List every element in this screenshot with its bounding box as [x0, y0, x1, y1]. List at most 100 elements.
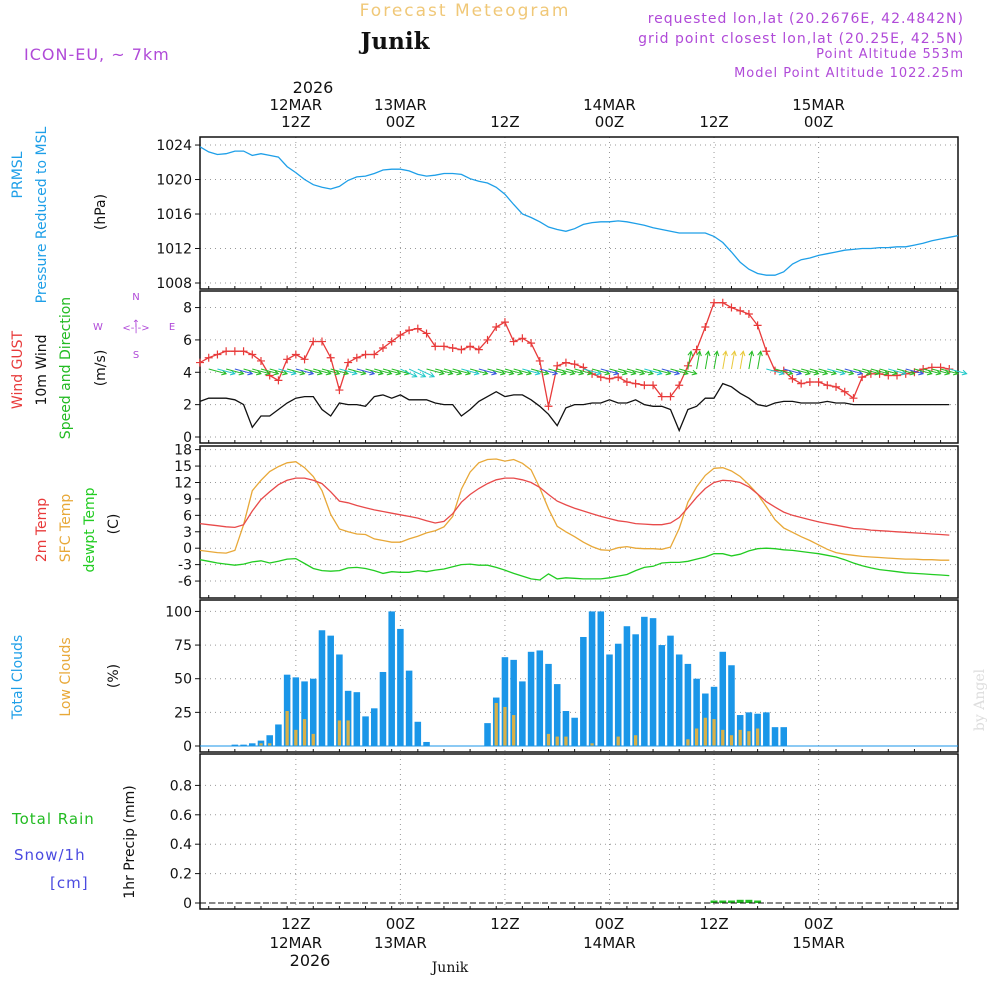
bottom-hour-label: 12Z: [490, 915, 519, 933]
wind-arrow-head: [221, 369, 228, 376]
gust-marker: [326, 353, 335, 362]
y-tick-label: 1012: [156, 242, 192, 258]
wind-arrow-head: [447, 369, 454, 376]
wind-arrow: [879, 368, 898, 375]
total-cloud-bar: [249, 743, 256, 746]
gust-marker: [701, 322, 710, 331]
gust-marker: [222, 347, 231, 356]
low-cloud-bar: [703, 717, 707, 746]
low-cloud-bar: [555, 736, 559, 746]
low-cloud-bar: [738, 729, 742, 746]
gust-marker: [884, 371, 893, 380]
sfc-temp-line: [199, 458, 950, 561]
y-tick-label: -3: [178, 558, 192, 574]
wind-arrow: [313, 368, 331, 375]
compass-w: W: [93, 322, 103, 333]
panel-4: 0 25 50 75 100: [165, 599, 959, 755]
top-date-label: 12MAR: [269, 96, 322, 114]
gust-marker: [814, 377, 823, 386]
total-cloud-bar: [710, 686, 718, 746]
wind-arrow: [644, 368, 662, 375]
total-cloud-bar: [745, 712, 753, 746]
wind-arrow-head: [552, 369, 559, 376]
wind-arrow: [408, 368, 426, 378]
wind-arrow-head: [369, 369, 376, 376]
label-dew: dewpt Temp: [82, 487, 98, 572]
gust-marker: [474, 345, 483, 354]
wind-arrow: [696, 351, 701, 370]
wind-arrow: [504, 368, 523, 375]
y-tick-label: 25: [174, 705, 192, 721]
gust-marker: [832, 382, 841, 391]
wind-arrow-head: [822, 369, 829, 376]
gust-marker: [274, 376, 283, 385]
wind-arrow-head: [656, 369, 663, 376]
bottom-hour-label: 12Z: [281, 915, 310, 933]
gust-marker: [631, 379, 640, 388]
total-cloud-bar: [344, 690, 352, 746]
wind-arrow-head: [543, 369, 550, 376]
wind-arrow-head: [691, 369, 698, 376]
wind-arrow: [591, 368, 610, 375]
total-cloud-bar: [780, 727, 788, 746]
total-cloud-bar: [606, 654, 613, 746]
gust-marker: [239, 347, 248, 356]
wind-arrow: [835, 368, 854, 375]
total-cloud-bar: [327, 635, 334, 746]
wind-arrow-head: [316, 369, 323, 376]
wind-arrow: [635, 368, 654, 375]
wind-arrow: [443, 368, 462, 375]
wind-arrow-head: [377, 369, 384, 376]
total-cloud-bar: [309, 678, 317, 746]
wind-arrow-head: [482, 369, 489, 376]
wind-arrow-head: [874, 369, 881, 376]
low-cloud-bar: [755, 728, 760, 746]
model-altitude: Model Point Altitude 1022.25m: [734, 66, 964, 81]
gust-marker: [675, 381, 684, 390]
total-cloud-bar: [423, 741, 430, 746]
wind-arrow-head: [639, 369, 646, 376]
gust-marker: [805, 377, 814, 386]
gust-marker: [431, 342, 440, 351]
low-cloud-bar: [564, 736, 568, 746]
label-total-clouds: Total Clouds: [10, 635, 26, 720]
wind-arrow-head: [665, 369, 672, 376]
label-cm: [cm]: [50, 874, 89, 892]
gust-marker: [509, 337, 518, 346]
wind-arrow-head: [429, 372, 436, 378]
wind-arrow-head: [569, 369, 576, 376]
wind-arrow: [949, 368, 967, 375]
wind-arrow: [652, 368, 671, 375]
wind-arrow: [539, 368, 558, 375]
total-cloud-bar: [527, 651, 535, 746]
low-cloud-bar: [294, 729, 298, 746]
total-cloud-bar: [562, 711, 570, 746]
wind-arrow-head: [264, 369, 271, 376]
wind-arrow-head: [247, 369, 254, 376]
y-tick-label: 9: [183, 492, 192, 508]
wind-arrow: [452, 368, 471, 375]
wind-arrow-head: [682, 369, 689, 376]
wind-arrow: [940, 368, 959, 375]
total-cloud-bar: [545, 663, 552, 746]
wind-arrow-head: [334, 369, 341, 376]
total-cloud-bar: [536, 650, 544, 746]
gust-marker: [466, 342, 475, 351]
low-cloud-bar: [712, 719, 716, 746]
bottom-date-label: 15MAR: [792, 934, 845, 952]
low-cloud-bar: [729, 735, 734, 746]
total-cloud-bar: [614, 643, 622, 746]
label-total-rain: Total Rain: [11, 810, 95, 828]
gust-marker: [657, 392, 666, 401]
gust-marker: [230, 347, 239, 356]
y-tick-label: 0: [183, 896, 192, 912]
wind-arrow-head: [499, 369, 506, 376]
gust-marker: [579, 363, 588, 372]
wind-arrow: [487, 368, 506, 375]
label-t2m: 2m Temp: [34, 498, 50, 562]
wind-arrow: [347, 368, 366, 375]
wind-arrow-head: [891, 369, 898, 376]
low-cloud-bar: [721, 729, 725, 746]
low-cloud-bar: [268, 743, 272, 746]
panel-5: 0 0.2 0.4 0.6 0.8: [170, 753, 959, 912]
